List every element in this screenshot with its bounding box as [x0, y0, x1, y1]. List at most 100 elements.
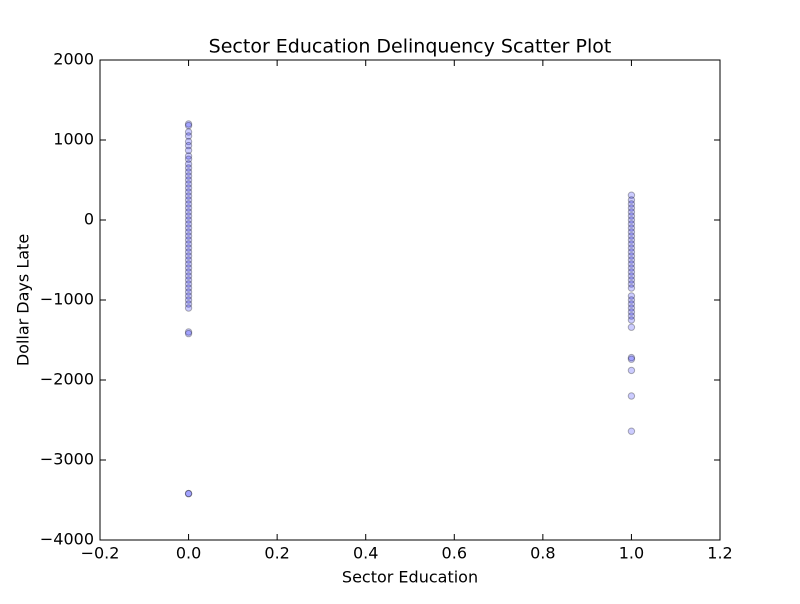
scatter-point: [627, 256, 636, 264]
scatter-point: [184, 120, 193, 128]
scatter-point: [184, 137, 193, 146]
scatter-point: [184, 220, 193, 228]
scatter-point: [184, 329, 193, 338]
scatter-point: [184, 489, 193, 498]
scatter-point: [627, 312, 636, 320]
scatter-point: [627, 272, 636, 280]
scatter-point: [184, 252, 193, 260]
scatter-point: [627, 276, 636, 284]
scatter-point: [184, 160, 193, 168]
scatter-point: [184, 248, 193, 256]
scatter-point: [184, 268, 193, 276]
scatter-point: [627, 264, 636, 272]
scatter-point: [184, 164, 193, 172]
scatter-point: [184, 172, 193, 180]
scatter-point: [184, 155, 193, 163]
scatter-point: [627, 212, 636, 220]
scatter-point: [627, 196, 636, 204]
y-tick-label: −2000: [40, 370, 94, 389]
scatter-point: [184, 176, 193, 184]
scatter-point: [627, 355, 636, 363]
scatter-point: [184, 236, 193, 244]
scatter-point: [627, 244, 636, 252]
y-tick-label: 1000: [53, 130, 94, 149]
scatter-point: [184, 200, 193, 208]
scatter-point: [627, 308, 636, 316]
x-axis-label: Sector Education: [342, 568, 478, 587]
scatter-point: [627, 300, 636, 308]
scatter-point: [184, 180, 193, 188]
scatter-point: [627, 232, 636, 240]
scatter-point: [184, 264, 193, 272]
scatter-point: [627, 316, 636, 324]
scatter-point: [627, 366, 636, 375]
scatter-point: [184, 208, 193, 216]
scatter-point: [184, 204, 193, 212]
scatter-point: [627, 292, 636, 300]
scatter-point: [627, 228, 636, 236]
scatter-point: [627, 296, 636, 304]
scatter-point: [184, 328, 193, 336]
scatter-point: [627, 236, 636, 244]
y-tick-label: −4000: [40, 530, 94, 549]
x-tick-label: 0.4: [353, 544, 378, 563]
scatter-point: [184, 212, 193, 220]
x-tick-label: 0.6: [442, 544, 467, 563]
plot-area: [184, 120, 636, 498]
scatter-point: [627, 248, 636, 256]
scatter-point: [627, 191, 636, 199]
scatter-point: [184, 272, 193, 280]
scatter-point: [184, 300, 193, 308]
scatter-point: [184, 489, 193, 498]
scatter-point: [184, 292, 193, 300]
scatter-point: [184, 188, 193, 196]
scatter-point: [184, 284, 193, 292]
scatter-point: [627, 204, 636, 212]
scatter-point: [184, 196, 193, 204]
scatter-point: [627, 304, 636, 312]
scatter-point: [627, 200, 636, 208]
scatter-point: [184, 184, 193, 192]
scatter-point: [627, 240, 636, 248]
scatter-point: [184, 152, 193, 160]
chart-title: Sector Education Delinquency Scatter Plo…: [209, 36, 612, 58]
scatter-point: [627, 208, 636, 216]
x-tick-label: 1.2: [707, 544, 732, 563]
y-tick-label: −1000: [40, 290, 94, 309]
x-tick-label: −0.2: [81, 544, 120, 563]
scatter-point: [627, 216, 636, 224]
scatter-point: [627, 284, 636, 292]
scatter-point: [627, 353, 636, 362]
scatter-point: [184, 256, 193, 264]
scatter-point: [184, 280, 193, 288]
scatter-point: [627, 268, 636, 276]
scatter-point: [184, 146, 193, 155]
scatter-point: [184, 192, 193, 200]
scatter-point: [184, 296, 193, 304]
scatter-point: [184, 276, 193, 284]
x-tick-label: 0.8: [530, 544, 555, 563]
x-tick-label: 0.2: [264, 544, 289, 563]
scatter-point: [184, 132, 193, 140]
scatter-point: [184, 232, 193, 240]
y-tick-label: 2000: [53, 50, 94, 69]
scatter-point: [184, 228, 193, 236]
scatter-point: [184, 244, 193, 252]
scatter-point: [184, 121, 193, 130]
scatter-point: [627, 220, 636, 228]
scatter-point: [184, 141, 193, 150]
scatter-point: [184, 240, 193, 248]
y-tick-label: −3000: [40, 450, 94, 469]
scatter-point: [184, 224, 193, 232]
y-tick-label: 0: [84, 210, 94, 229]
y-axis-label: Dollar Days Late: [14, 234, 33, 366]
scatter-point: [184, 168, 193, 176]
scatter-point: [627, 260, 636, 268]
scatter-point: [627, 280, 636, 288]
scatter-point: [627, 323, 636, 331]
scatter-point: [627, 252, 636, 260]
scatter-point: [184, 128, 193, 136]
scatter-point: [184, 260, 193, 268]
